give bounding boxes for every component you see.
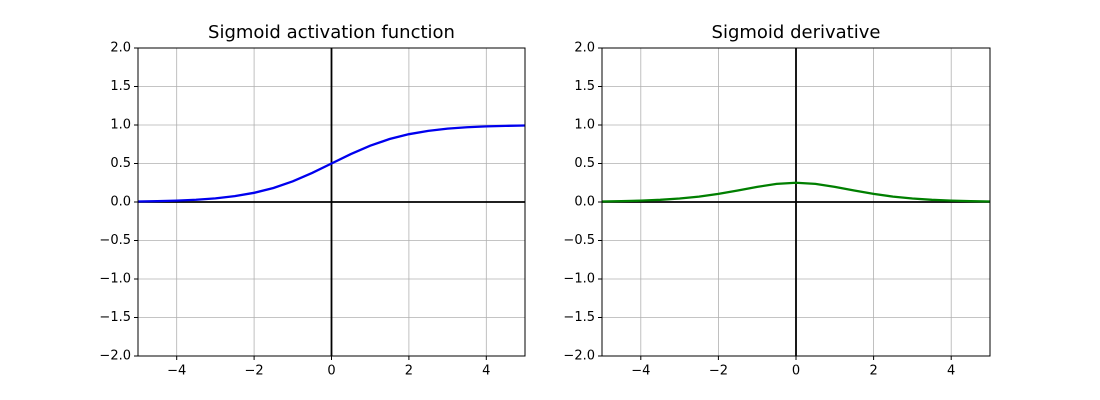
x-tick-label: −2 (245, 364, 264, 379)
curve (137, 124, 526, 203)
x-tick-label: −4 (167, 364, 186, 379)
x-tick-label: 4 (947, 364, 955, 379)
chart-title: Sigmoid activation function (208, 22, 455, 43)
y-tick-label: 2.0 (110, 41, 131, 56)
axes-frame (601, 47, 991, 357)
x-tick-label: 0 (792, 364, 800, 379)
y-tick-label: −1.0 (99, 272, 131, 287)
y-tick-label: −1.5 (563, 310, 595, 325)
y-tick-label: −0.5 (563, 233, 595, 248)
y-tick-label: 2.0 (574, 41, 595, 56)
y-tick-label: −2.0 (99, 349, 131, 364)
x-tick-label: −4 (631, 364, 650, 379)
y-tick-label: 0.5 (574, 156, 595, 171)
y-tick-label: 1.5 (574, 79, 595, 94)
x-tick-label: 4 (482, 364, 490, 379)
y-tick-label: 1.5 (110, 79, 131, 94)
chart-title: Sigmoid derivative (712, 22, 881, 43)
y-tick-label: 1.0 (574, 118, 595, 133)
y-tick-label: −0.5 (99, 233, 131, 248)
y-tick-label: −1.0 (563, 272, 595, 287)
x-tick-label: 2 (405, 364, 413, 379)
y-tick-label: 1.0 (110, 118, 131, 133)
x-tick-label: 0 (327, 364, 335, 379)
y-tick-label: 0.5 (110, 156, 131, 171)
y-tick-label: −1.5 (99, 310, 131, 325)
axes-frame (137, 47, 526, 357)
y-tick-label: 0.0 (110, 195, 131, 210)
y-tick-label: 0.0 (574, 195, 595, 210)
x-tick-label: −2 (709, 364, 728, 379)
x-tick-label: 2 (869, 364, 877, 379)
curve (601, 181, 991, 203)
y-tick-label: −2.0 (563, 349, 595, 364)
